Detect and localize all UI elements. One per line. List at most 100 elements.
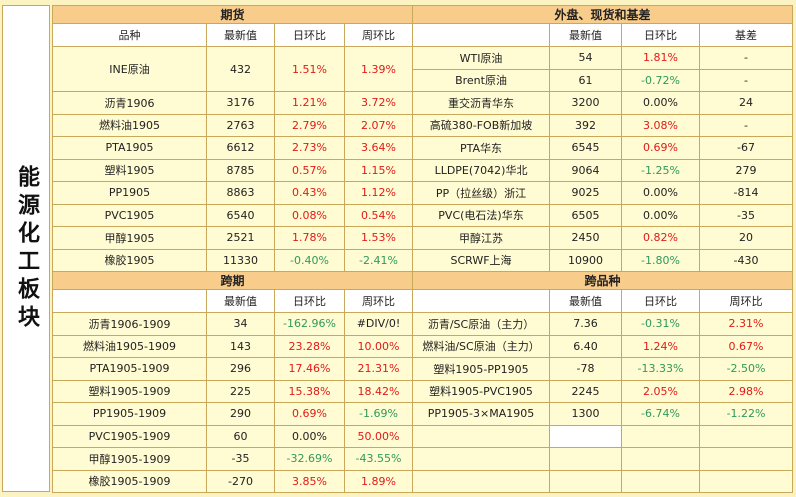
table-cell: 0.67% bbox=[699, 334, 794, 358]
table-cell: 2.98% bbox=[699, 379, 794, 403]
table-cell: -0.72% bbox=[621, 68, 701, 92]
table-cell: 外盘、现货和基差 bbox=[412, 5, 794, 24]
empty-cell bbox=[621, 447, 701, 471]
table-cell: 高硫380-FOB新加坡 bbox=[412, 113, 551, 137]
table-cell: - bbox=[699, 46, 794, 70]
table-cell: 跨品种 bbox=[412, 271, 794, 290]
table-cell: SCRWF上海 bbox=[412, 248, 551, 272]
table-cell: 2.79% bbox=[274, 113, 345, 137]
table-cell: INE原油 bbox=[52, 46, 207, 92]
table-cell: 3.64% bbox=[343, 136, 414, 160]
table-cell: 1.39% bbox=[343, 46, 414, 92]
table-row: 甲醇1905 2521 1.78% 1.53% 甲醇江苏 2450 0.82% 20 bbox=[52, 226, 794, 250]
table-cell: 3.72% bbox=[343, 91, 414, 115]
table-cell: 日环比 bbox=[621, 289, 701, 313]
table-cell: PVC1905 bbox=[52, 203, 207, 227]
table-cell: 15.38% bbox=[274, 379, 345, 403]
table-cell: 2450 bbox=[549, 226, 623, 250]
table-cell: 6612 bbox=[206, 136, 275, 160]
table-cell: 8785 bbox=[206, 158, 275, 182]
table-cell: 432 bbox=[206, 46, 275, 92]
table-cell: 54 bbox=[549, 46, 623, 70]
table-cell: -67 bbox=[699, 136, 794, 160]
table-cell: -0.40% bbox=[274, 248, 345, 272]
table-cell: PTA华东 bbox=[412, 136, 551, 160]
empty-cell bbox=[621, 469, 701, 493]
table-cell: 7.36 bbox=[549, 312, 623, 336]
table-cell: -43.55% bbox=[343, 447, 414, 471]
table-cell: 225 bbox=[206, 379, 275, 403]
empty-cell bbox=[699, 469, 794, 493]
table-row: Brent原油 61 -0.72% - bbox=[53, 68, 794, 92]
table-cell: 296 bbox=[206, 357, 275, 381]
empty-cell bbox=[412, 23, 551, 47]
table-row: 燃料油1905 2763 2.79% 2.07% 高硫380-FOB新加坡 392 3.08… bbox=[52, 113, 794, 137]
table-cell: 品种 bbox=[52, 23, 207, 47]
table-cell: 23.28% bbox=[274, 334, 345, 358]
empty-cell bbox=[699, 447, 794, 471]
table-cell: 沥青/SC原油（主力） bbox=[412, 312, 551, 336]
table-row: PTA1905 6612 2.73% 3.64% PTA华东 6545 0.69% -67 bbox=[52, 136, 794, 160]
table-cell: 0.43% bbox=[274, 181, 345, 205]
table-cell: 2763 bbox=[206, 113, 275, 137]
table-cell: 沥青1906-1909 bbox=[52, 312, 207, 336]
table-cell: 2521 bbox=[206, 226, 275, 250]
table-cell: 10.00% bbox=[343, 334, 414, 358]
table-cell: 279 bbox=[699, 158, 794, 182]
empty-cell bbox=[699, 424, 794, 448]
table-cell: 燃料油1905-1909 bbox=[52, 334, 207, 358]
table-cell: 290 bbox=[206, 402, 275, 426]
table-cell: 18.42% bbox=[343, 379, 414, 403]
table-row: 塑料1905 8785 0.57% 1.15% LLDPE(7042)华北 9064 -1.… bbox=[52, 158, 794, 182]
table-cell: -1.80% bbox=[621, 248, 701, 272]
table-cell: 1.24% bbox=[621, 334, 701, 358]
table-cell: PVC1905-1909 bbox=[52, 424, 207, 448]
table-cell: PP（拉丝级）浙江 bbox=[412, 181, 551, 205]
table-cell: -1.25% bbox=[621, 158, 701, 182]
table-cell: 0.57% bbox=[274, 158, 345, 182]
table-cell: 1.78% bbox=[274, 226, 345, 250]
empty-cell bbox=[549, 469, 623, 493]
table-cell: Brent原油 bbox=[412, 68, 551, 92]
table-cell: 塑料1905 bbox=[52, 158, 207, 182]
empty-cell bbox=[412, 469, 551, 493]
table-cell: 2.73% bbox=[274, 136, 345, 160]
table-cell: 沥青1906 bbox=[52, 91, 207, 115]
table-cell: 塑料1905-PVC1905 bbox=[412, 379, 551, 403]
table-cell: -13.33% bbox=[621, 357, 701, 381]
table-cell: 8863 bbox=[206, 181, 275, 205]
table-cell: #DIV/0! bbox=[343, 312, 414, 336]
table-cell: 392 bbox=[549, 113, 623, 137]
side-title: 能源化工板块 bbox=[14, 164, 39, 333]
table-cell: 1300 bbox=[549, 402, 623, 426]
table-cell: 10900 bbox=[549, 248, 623, 272]
table-cell: -2.50% bbox=[699, 357, 794, 381]
table-cell: 9025 bbox=[549, 181, 623, 205]
table-cell: PTA1905 bbox=[52, 136, 207, 160]
table-cell: -162.96% bbox=[274, 312, 345, 336]
table-cell: 0.00% bbox=[621, 181, 701, 205]
table-cell: 燃料油/SC原油（主力） bbox=[412, 334, 551, 358]
table-cell: -430 bbox=[699, 248, 794, 272]
table-cell: 34 bbox=[206, 312, 275, 336]
table-cell: 周环比 bbox=[343, 289, 414, 313]
table-cell: WTI原油 bbox=[412, 46, 551, 70]
empty-cell bbox=[549, 447, 623, 471]
table-cell: 期货 bbox=[51, 5, 414, 24]
table-row: 燃料油1905-1909 143 23.28% 10.00% 燃料油/SC原油（主力） 6… bbox=[52, 334, 794, 358]
table-cell: -270 bbox=[206, 469, 275, 493]
table-cell: 0.54% bbox=[343, 203, 414, 227]
table-cell: 11330 bbox=[206, 248, 275, 272]
table-row: 甲醇1905-1909 -35 -32.69% -43.55% bbox=[52, 447, 794, 471]
table-cell: -32.69% bbox=[274, 447, 345, 471]
table-cell: 橡胶1905-1909 bbox=[52, 469, 207, 493]
table-cell: 最新值 bbox=[549, 23, 623, 47]
table-row: 橡胶1905 11330 -0.40% -2.41% SCRWF上海 10900 -1.80… bbox=[52, 248, 794, 272]
table-row: 期货 外盘、现货和基差 bbox=[51, 5, 794, 24]
table-cell: 塑料1905-1909 bbox=[52, 379, 207, 403]
table-cell: 6540 bbox=[206, 203, 275, 227]
table-row: 跨期 跨品种 bbox=[51, 271, 794, 290]
table-row: 橡胶1905-1909 -270 3.85% 1.89% bbox=[52, 469, 794, 493]
table-cell: 1.51% bbox=[274, 46, 345, 92]
empty-cell bbox=[549, 424, 623, 448]
